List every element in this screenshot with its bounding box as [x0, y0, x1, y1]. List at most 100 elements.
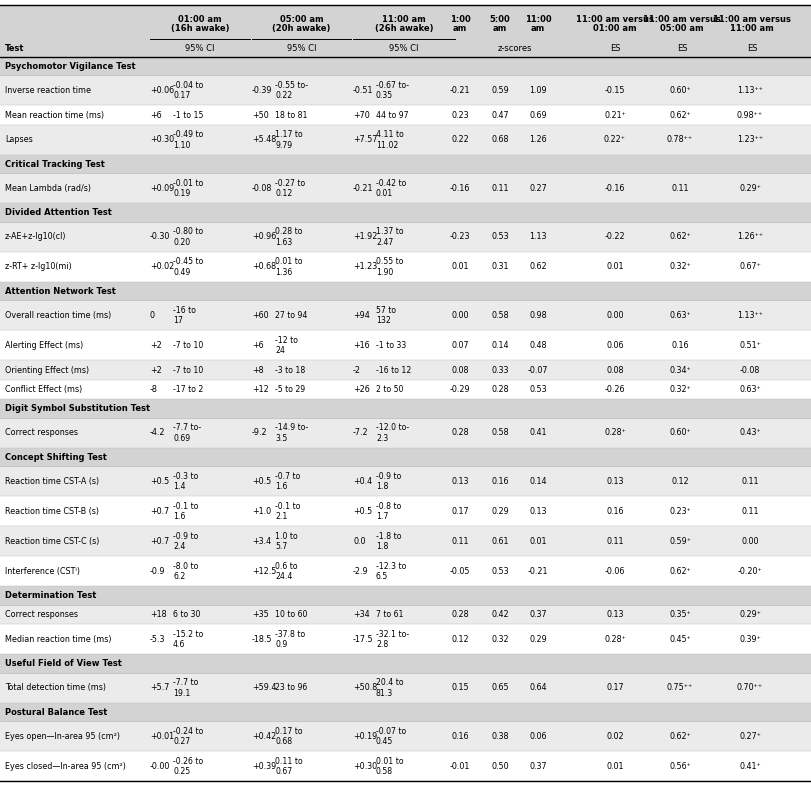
Text: Total detection time (ms): Total detection time (ms) [5, 684, 106, 692]
Text: ES: ES [609, 44, 620, 53]
Text: 0.11: 0.11 [451, 537, 468, 546]
Text: 0.55 to
1.90: 0.55 to 1.90 [375, 257, 403, 276]
Bar [0, 418, 811, 448]
Text: 0: 0 [150, 311, 155, 320]
Text: 0.29: 0.29 [491, 507, 508, 516]
Text: 0.13: 0.13 [606, 477, 623, 486]
Text: 0.28 to
1.63: 0.28 to 1.63 [275, 227, 302, 246]
Text: +60: +60 [251, 311, 268, 320]
Text: +0.39: +0.39 [251, 762, 276, 771]
Text: 0.59: 0.59 [491, 86, 508, 95]
Text: Divided Attention Test: Divided Attention Test [5, 208, 112, 218]
Bar [0, 722, 811, 751]
Text: 0.50: 0.50 [491, 762, 508, 771]
Text: -0.07 to
0.45: -0.07 to 0.45 [375, 727, 406, 746]
Text: 0.17: 0.17 [451, 507, 468, 516]
Text: 0.06: 0.06 [529, 732, 546, 741]
Text: 0.13: 0.13 [529, 507, 546, 516]
Text: -7 to 10: -7 to 10 [173, 366, 203, 375]
Text: +16: +16 [353, 341, 369, 350]
Text: +18: +18 [150, 611, 166, 619]
Text: -0.9 to
2.4: -0.9 to 2.4 [173, 532, 198, 551]
Text: -12.3 to
6.5: -12.3 to 6.5 [375, 562, 406, 581]
Text: 0.12: 0.12 [451, 635, 468, 644]
Text: 0.62⁺: 0.62⁺ [668, 110, 690, 120]
Text: 1.37 to
2.47: 1.37 to 2.47 [375, 227, 403, 246]
Text: 0.11: 0.11 [740, 507, 757, 516]
Text: 0.16: 0.16 [671, 341, 688, 350]
Text: 0.32: 0.32 [491, 635, 508, 644]
Text: 0.63⁺: 0.63⁺ [738, 385, 760, 395]
Text: 0.56⁺: 0.56⁺ [668, 762, 690, 771]
Bar [0, 380, 811, 399]
Text: +2: +2 [150, 366, 161, 375]
Text: 0.0: 0.0 [353, 537, 365, 546]
Text: 0.15: 0.15 [451, 684, 468, 692]
Text: -7.2: -7.2 [353, 429, 368, 437]
Text: 6 to 30: 6 to 30 [173, 611, 200, 619]
Bar [0, 654, 811, 673]
Text: 0.41⁺: 0.41⁺ [738, 762, 760, 771]
Text: 44 to 97: 44 to 97 [375, 110, 408, 120]
Text: -0.26: -0.26 [604, 385, 624, 395]
Text: -0.45 to
0.49: -0.45 to 0.49 [173, 257, 203, 276]
Text: +50: +50 [251, 110, 268, 120]
Text: 0.29⁺: 0.29⁺ [738, 611, 760, 619]
Text: +0.68: +0.68 [251, 263, 276, 272]
Text: 0.01 to
0.58: 0.01 to 0.58 [375, 757, 403, 776]
Text: 1.13⁺⁺: 1.13⁺⁺ [736, 86, 762, 95]
Text: z-AE+z-lg10(cl): z-AE+z-lg10(cl) [5, 233, 67, 241]
Text: 0.75⁺⁺: 0.75⁺⁺ [666, 684, 693, 692]
Text: -9.2: -9.2 [251, 429, 268, 437]
Text: +35: +35 [251, 611, 268, 619]
Text: -16 to
17: -16 to 17 [173, 306, 195, 325]
Text: 20.4 to
81.3: 20.4 to 81.3 [375, 679, 403, 697]
Text: 0.53: 0.53 [529, 385, 546, 395]
Text: 10 to 60: 10 to 60 [275, 611, 307, 619]
Text: 0.11: 0.11 [491, 184, 508, 193]
Text: 0.00: 0.00 [740, 537, 757, 546]
Text: 0.32⁺: 0.32⁺ [668, 263, 690, 272]
Text: 0.28: 0.28 [451, 611, 468, 619]
Text: 27 to 94: 27 to 94 [275, 311, 307, 320]
Text: +0.96: +0.96 [251, 233, 276, 241]
Text: 0.64: 0.64 [529, 684, 546, 692]
Text: 95% CI: 95% CI [286, 44, 315, 53]
Text: 0.23⁺: 0.23⁺ [668, 507, 690, 516]
Text: -0.00: -0.00 [150, 762, 170, 771]
Text: Eyes open—In-area 95 (cm²): Eyes open—In-area 95 (cm²) [5, 732, 120, 741]
Text: +12: +12 [251, 385, 268, 395]
Bar [0, 252, 811, 282]
Text: +0.02: +0.02 [150, 263, 174, 272]
Text: 0.07: 0.07 [451, 341, 468, 350]
Text: 0.01: 0.01 [606, 762, 623, 771]
Text: +8: +8 [251, 366, 264, 375]
Text: 0.08: 0.08 [606, 366, 623, 375]
Text: Mean Lambda (rad/s): Mean Lambda (rad/s) [5, 184, 91, 193]
Text: +50.8: +50.8 [353, 684, 377, 692]
Bar [0, 673, 811, 703]
Text: -0.06: -0.06 [604, 567, 624, 576]
Text: 0.62⁺: 0.62⁺ [668, 567, 690, 576]
Text: -0.01 to
0.19: -0.01 to 0.19 [173, 179, 203, 198]
Text: -0.9: -0.9 [150, 567, 165, 576]
Text: +3.4: +3.4 [251, 537, 271, 546]
Text: 0.23: 0.23 [451, 110, 468, 120]
Text: Eyes closed—In-area 95 (cm²): Eyes closed—In-area 95 (cm²) [5, 762, 126, 771]
Text: -14.9 to-
3.5: -14.9 to- 3.5 [275, 423, 308, 442]
Bar [0, 587, 811, 605]
Text: 0.68: 0.68 [491, 136, 508, 145]
Text: 0.58: 0.58 [491, 311, 508, 320]
Text: 1.0 to
5.7: 1.0 to 5.7 [275, 532, 298, 551]
Bar [0, 625, 811, 654]
Text: 0.08: 0.08 [451, 366, 468, 375]
Bar [0, 282, 811, 300]
Text: 0.32⁺: 0.32⁺ [668, 385, 690, 395]
Text: 5:00
am: 5:00 am [489, 14, 510, 33]
Text: -0.05: -0.05 [449, 567, 470, 576]
Text: 0.43⁺: 0.43⁺ [738, 429, 760, 437]
Text: 0.13: 0.13 [606, 611, 623, 619]
Text: -0.9 to
1.8: -0.9 to 1.8 [375, 472, 401, 491]
Text: -3 to 18: -3 to 18 [275, 366, 305, 375]
Text: -0.01: -0.01 [449, 762, 470, 771]
